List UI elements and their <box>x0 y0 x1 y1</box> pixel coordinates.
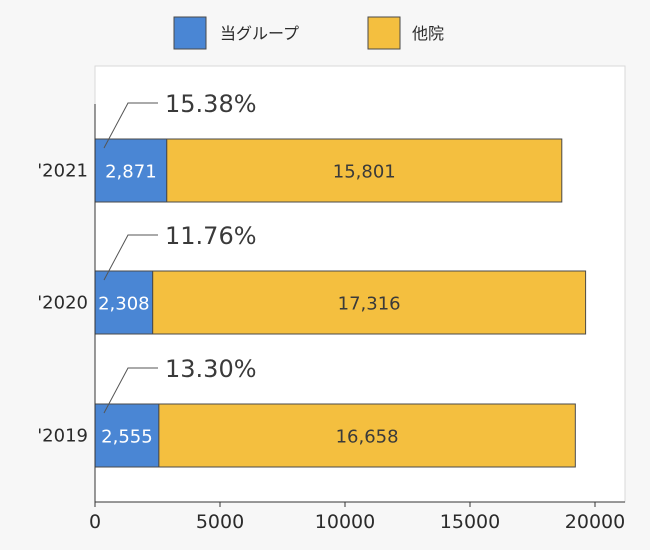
data-label: 2,871 <box>105 162 157 183</box>
percentage-label: 15.38% <box>165 90 257 118</box>
x-axis: 0 5000 10000 15000 20000 <box>89 104 625 533</box>
data-label: 15,801 <box>333 162 396 183</box>
data-label: 2,308 <box>98 294 150 315</box>
legend: 当グループ 他院 <box>173 16 444 50</box>
x-tick-label: 20000 <box>565 511 625 533</box>
category-label: '2020 <box>37 293 88 314</box>
data-label: 16,658 <box>336 427 399 448</box>
percentage-label: 13.30% <box>165 355 257 383</box>
x-tick-label: 5000 <box>196 511 244 533</box>
data-label: 17,316 <box>338 294 401 315</box>
legend-swatch-group <box>173 16 207 50</box>
legend-swatch-other <box>367 16 401 50</box>
x-tick-label: 0 <box>89 511 101 533</box>
bar-segment-other <box>152 270 587 335</box>
x-tick-label: 10000 <box>315 511 375 533</box>
callout-leader <box>103 234 158 281</box>
bar-segment-group <box>94 403 160 468</box>
category-label: '2021 <box>37 161 88 182</box>
bar-segment-other <box>158 403 576 468</box>
x-tick-label: 15000 <box>440 511 500 533</box>
callout-leader <box>103 102 158 149</box>
legend-label-other: 他院 <box>412 24 444 43</box>
bar-segment-group <box>94 138 168 203</box>
bars-layer: '2021 2,871 15,801 15.38% '2020 2,308 17,316 11… <box>37 90 587 468</box>
category-label: '2019 <box>37 426 88 447</box>
percentage-label: 11.76% <box>165 222 257 250</box>
bar-segment-other <box>166 138 563 203</box>
data-label: 2,555 <box>101 427 153 448</box>
legend-label-group: 当グループ <box>220 24 299 43</box>
callout-leader <box>103 367 158 414</box>
